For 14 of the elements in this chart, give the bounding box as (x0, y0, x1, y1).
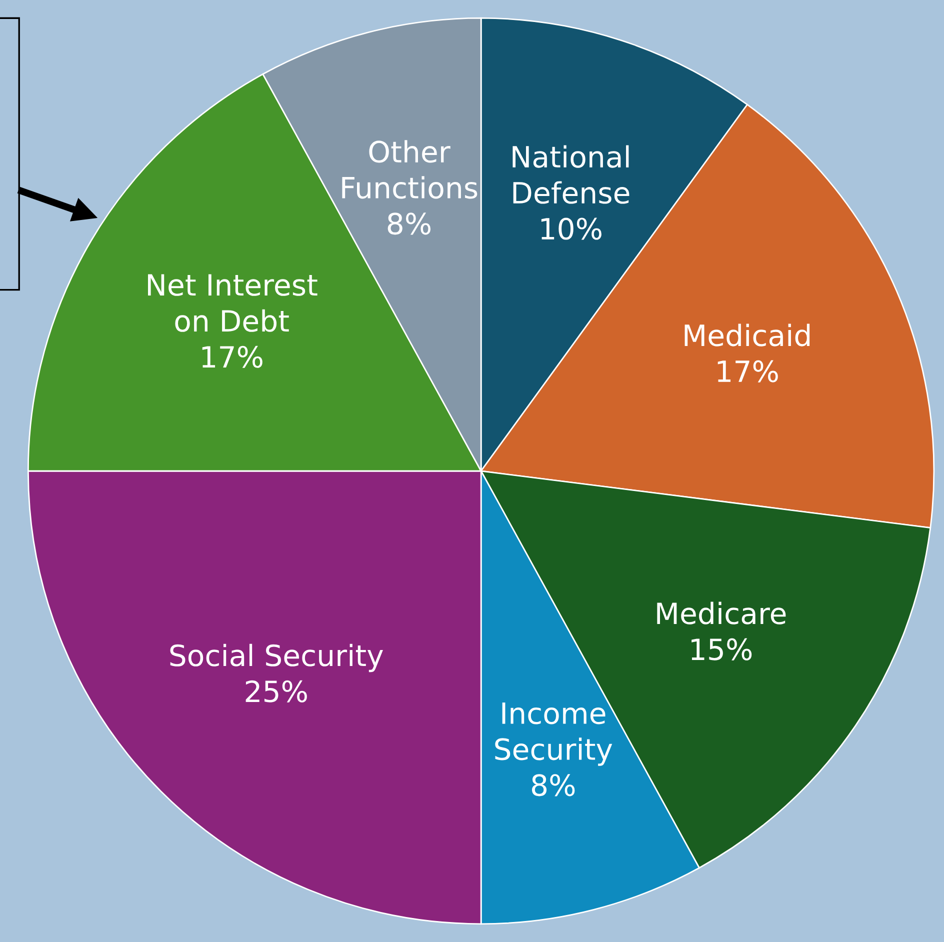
data-label: 25% (246, 680, 307, 702)
data-label: 17% (718, 360, 778, 382)
slice-label: Income Security (495, 702, 612, 766)
slice-label: National Defense (512, 145, 630, 204)
slice-label: Other Functions (342, 140, 478, 199)
data-label: 10% (541, 218, 602, 240)
slice-label: Medicaid (684, 324, 810, 346)
slice-label: Net Interest on Debt (148, 274, 318, 332)
data-label: 17% (202, 346, 262, 368)
slice-label: Social Security (170, 644, 383, 672)
data-label: 8% (532, 774, 575, 796)
data-label: 15% (692, 638, 752, 660)
slice-label: Medicare (657, 602, 786, 624)
data-label: 8% (388, 212, 430, 235)
